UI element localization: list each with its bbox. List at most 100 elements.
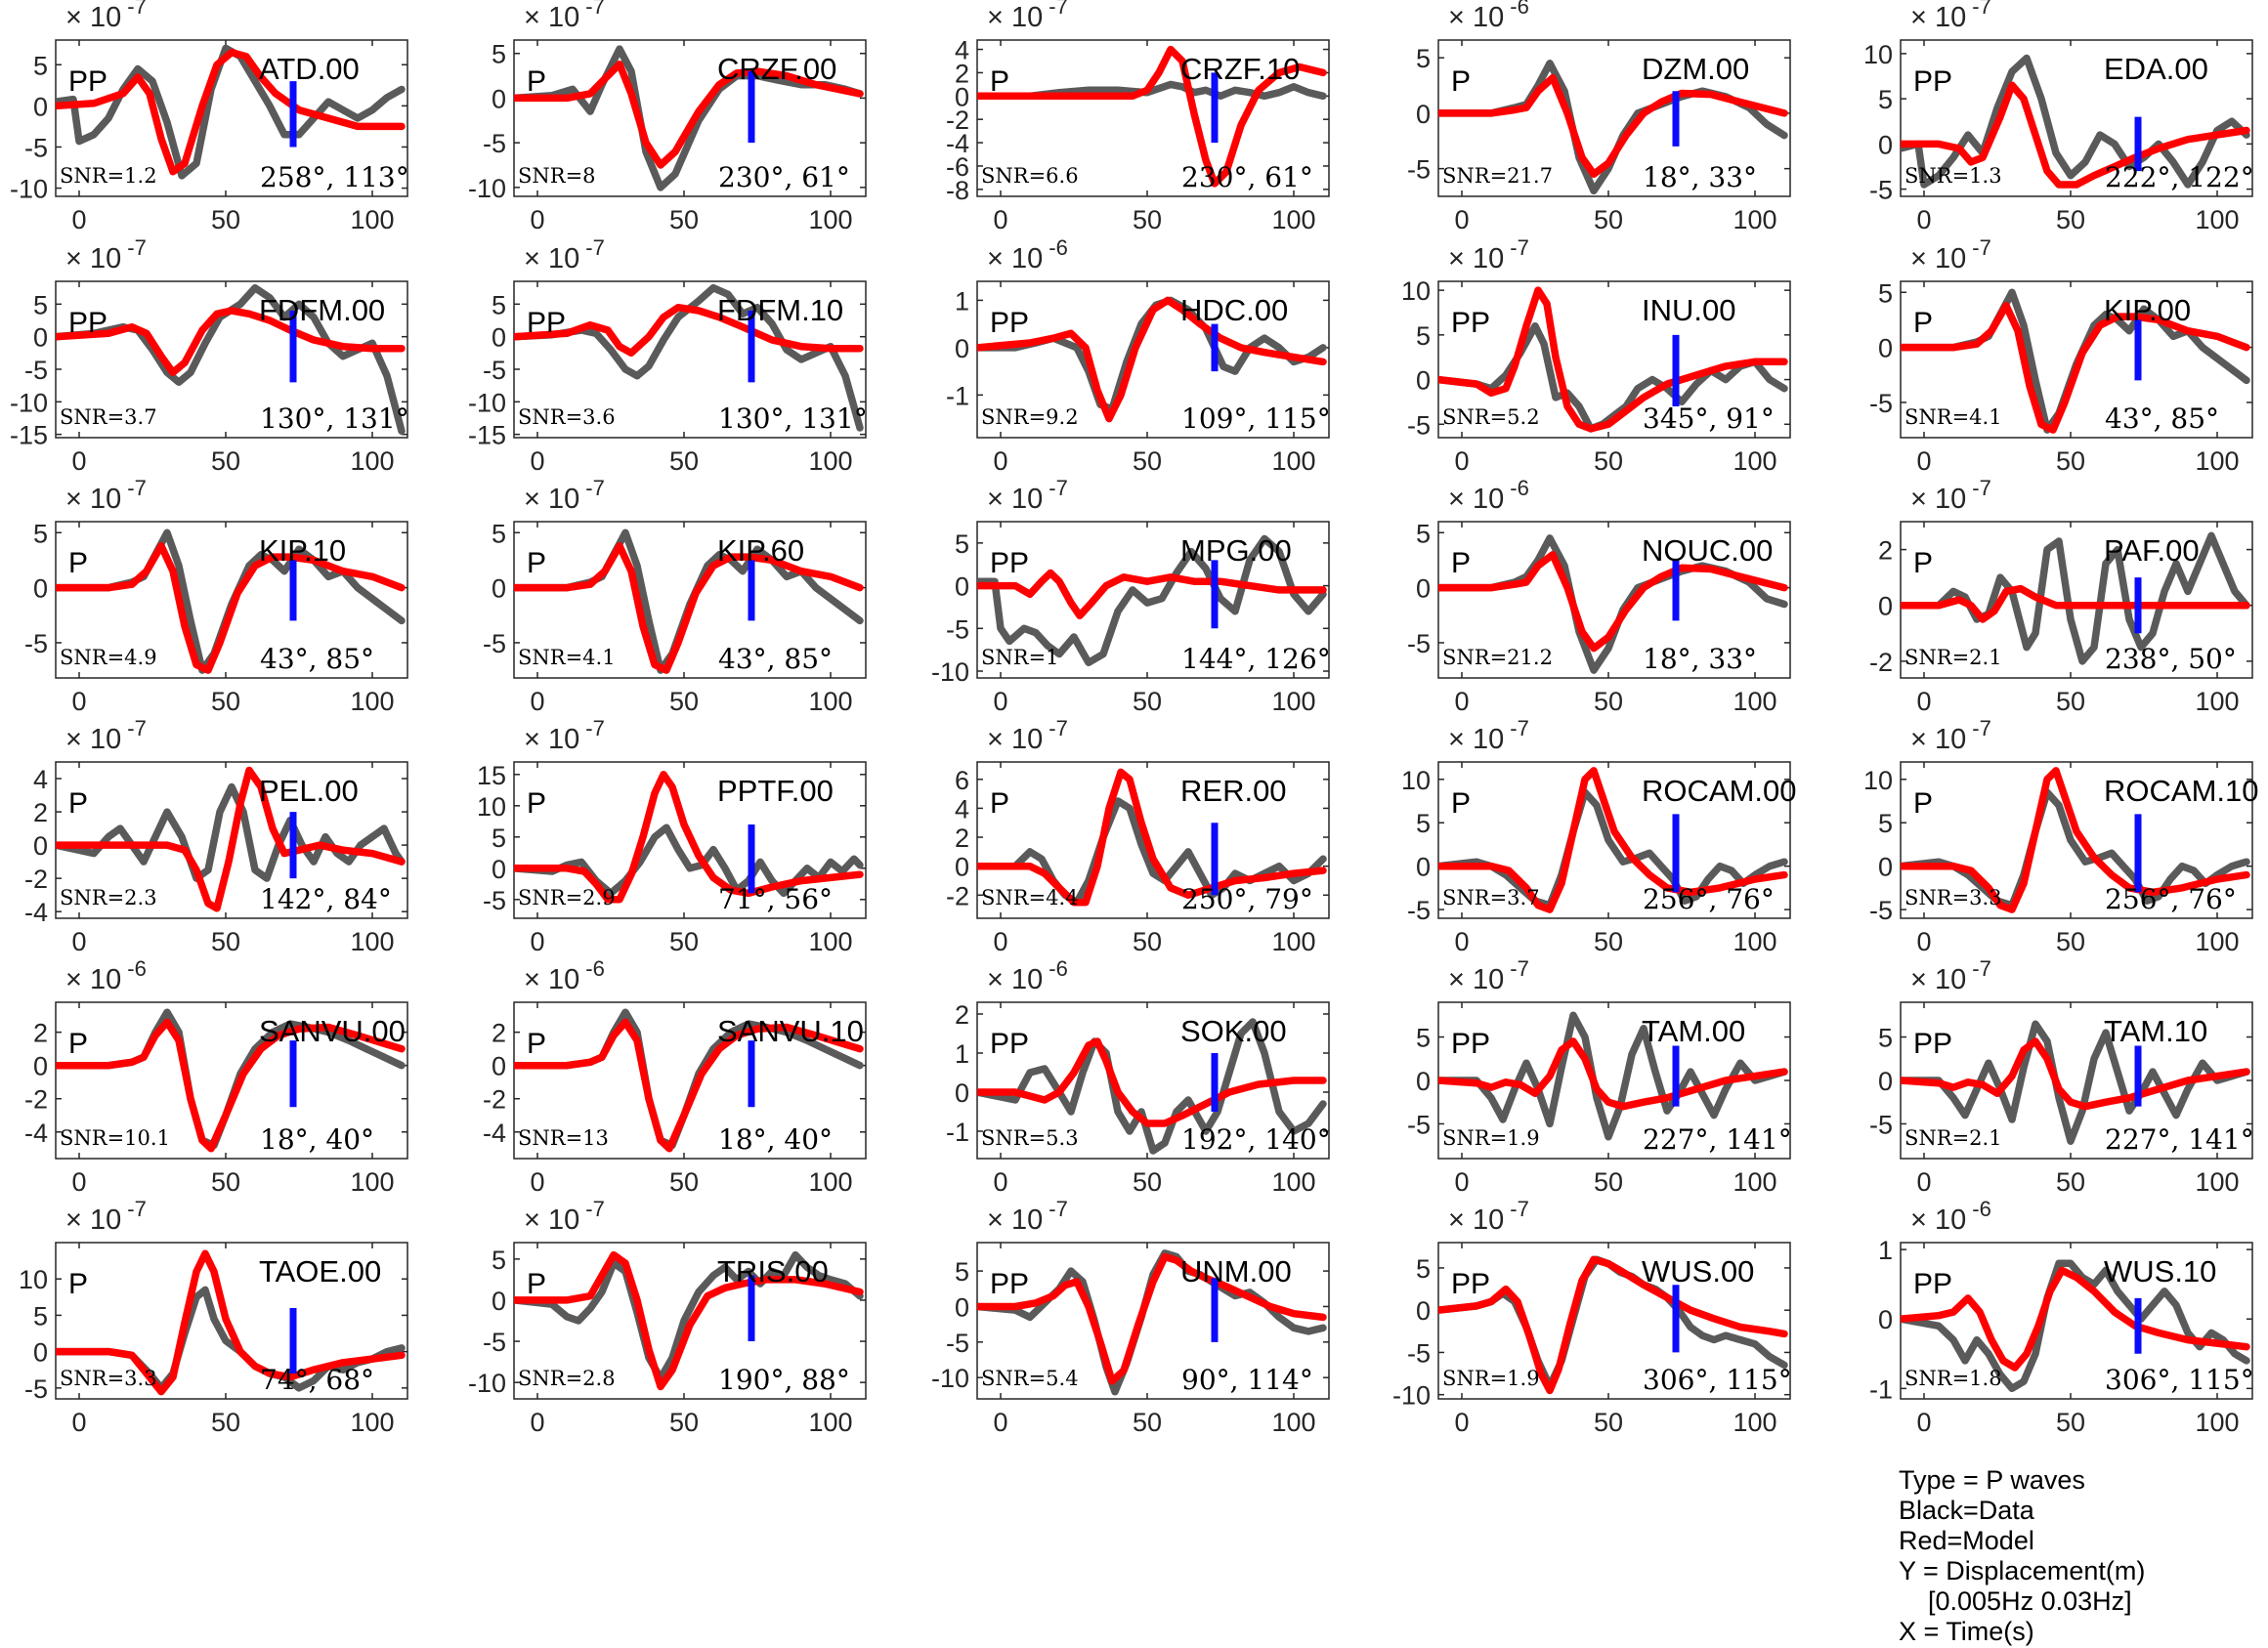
y-tick-label: 5 — [492, 40, 506, 69]
snr-label: SNR=3.3 — [60, 1367, 157, 1390]
y-multiplier: × 10 -6 — [1448, 0, 1529, 33]
panel-paf-00: 0 50 100 2 0 -2 × 10 -7 P PAF.00 SNR=2.1 238°, 50° — [1869, 476, 2253, 716]
phase-label: P — [68, 1268, 88, 1300]
legend: Type = P waves Black=Data Red=Model Y = … — [1899, 1465, 2250, 1647]
legend-type: Type = P waves — [1899, 1465, 2085, 1495]
y-tick-label: 0 — [492, 84, 506, 113]
x-tick-label: 100 — [808, 687, 852, 716]
snr-label: SNR=4.1 — [518, 646, 616, 669]
y-tick-label: 5 — [33, 290, 48, 319]
y-multiplier: × 10 -7 — [65, 716, 147, 755]
y-tick-label: 5 — [492, 1246, 506, 1275]
station-label: KIP.60 — [717, 533, 804, 568]
y-tick-label: -5 — [483, 886, 506, 915]
y-tick-label: -5 — [1407, 896, 1431, 925]
snr-label: SNR=6.6 — [981, 164, 1079, 188]
y-multiplier: × 10 -7 — [987, 1197, 1068, 1236]
x-tick-label: 100 — [808, 927, 852, 956]
angle-label: 230°, 61° — [1181, 161, 1313, 193]
axes-box — [513, 761, 867, 919]
y-tick-label: 5 — [1416, 519, 1431, 548]
axes-box — [513, 1242, 867, 1400]
model-trace — [1901, 584, 2250, 623]
y-multiplier: × 10 -7 — [1910, 0, 1991, 33]
x-tick-label: 50 — [211, 205, 240, 234]
y-tick-label: 10 — [477, 792, 506, 822]
x-tick-label: 0 — [71, 446, 86, 476]
y-tick-label: 5 — [1416, 44, 1431, 73]
x-tick-label: 0 — [1454, 446, 1469, 476]
y-multiplier: × 10 -7 — [524, 235, 605, 275]
y-tick-label: 0 — [955, 572, 969, 602]
x-tick-label: 0 — [1454, 687, 1469, 716]
snr-label: SNR=21.7 — [1442, 164, 1553, 188]
x-tick-label: 100 — [2195, 1167, 2239, 1197]
x-tick-label: 100 — [2195, 205, 2239, 234]
y-tick-label: 2 — [33, 798, 48, 827]
x-tick-label: 50 — [211, 927, 240, 956]
angle-label: 18°, 33° — [1643, 643, 1757, 675]
y-multiplier: × 10 -6 — [1448, 476, 1529, 515]
angle-label: 256°, 76° — [1643, 883, 1775, 915]
x-tick-label: 50 — [1594, 1167, 1623, 1197]
axes-box — [1900, 761, 2253, 919]
axes-box — [1437, 39, 1791, 197]
y-multiplier: × 10 -7 — [1910, 956, 1991, 995]
angle-label: 142°, 84° — [260, 883, 392, 915]
axes-box — [976, 280, 1330, 439]
station-label: ROCAM.00 — [1642, 774, 1796, 808]
y-tick-label: 5 — [33, 1301, 48, 1331]
y-tick-label: -2 — [1869, 648, 1893, 677]
y-tick-label: -5 — [24, 629, 48, 658]
station-label: EDA.00 — [2104, 52, 2208, 86]
x-tick-label: 50 — [211, 687, 240, 716]
model-trace — [1438, 767, 1788, 913]
x-tick-label: 100 — [1271, 446, 1315, 476]
y-tick-label: 0 — [1416, 574, 1431, 604]
y-tick-label: -5 — [1869, 176, 1893, 205]
x-tick-label: 100 — [1271, 927, 1315, 956]
y-tick-label: 5 — [492, 824, 506, 853]
legend-red: Red=Model — [1899, 1526, 2034, 1555]
angle-label: 144°, 126° — [1181, 643, 1331, 675]
x-tick-label: 50 — [1133, 205, 1162, 234]
phase-label: PP — [68, 307, 107, 339]
y-tick-label: -5 — [1407, 1338, 1431, 1368]
station-label: SOK.00 — [1180, 1014, 1287, 1048]
angle-label: 306°, 115° — [2105, 1364, 2254, 1396]
angle-label: 258°, 113° — [260, 161, 409, 193]
angle-label: 43°, 85° — [260, 643, 374, 675]
x-tick-label: 50 — [2056, 687, 2085, 716]
model-trace — [977, 1252, 1327, 1385]
phase-label: P — [990, 787, 1009, 820]
angle-label: 18°, 40° — [718, 1123, 833, 1156]
snr-label: SNR=9.2 — [981, 405, 1079, 429]
model-trace — [977, 768, 1327, 907]
axes-box — [976, 1242, 1330, 1400]
y-tick-label: 0 — [1878, 853, 1893, 882]
y-tick-label: 10 — [1401, 766, 1431, 795]
y-tick-label: 10 — [1863, 766, 1893, 795]
y-multiplier: × 10 -7 — [65, 476, 147, 515]
y-tick-label: -5 — [483, 1328, 506, 1357]
model-trace — [56, 1018, 406, 1153]
angle-label: 71°, 56° — [718, 883, 833, 915]
x-tick-label: 0 — [993, 205, 1007, 234]
y-tick-label: 6 — [955, 766, 969, 795]
station-label: UNM.00 — [1180, 1254, 1292, 1289]
y-multiplier: × 10 -7 — [65, 0, 147, 33]
x-tick-label: 100 — [350, 927, 394, 956]
y-tick-label: -5 — [483, 629, 506, 658]
axes-box — [55, 1242, 408, 1400]
y-tick-label: 5 — [33, 51, 48, 80]
station-label: SANVU.10 — [717, 1014, 864, 1048]
